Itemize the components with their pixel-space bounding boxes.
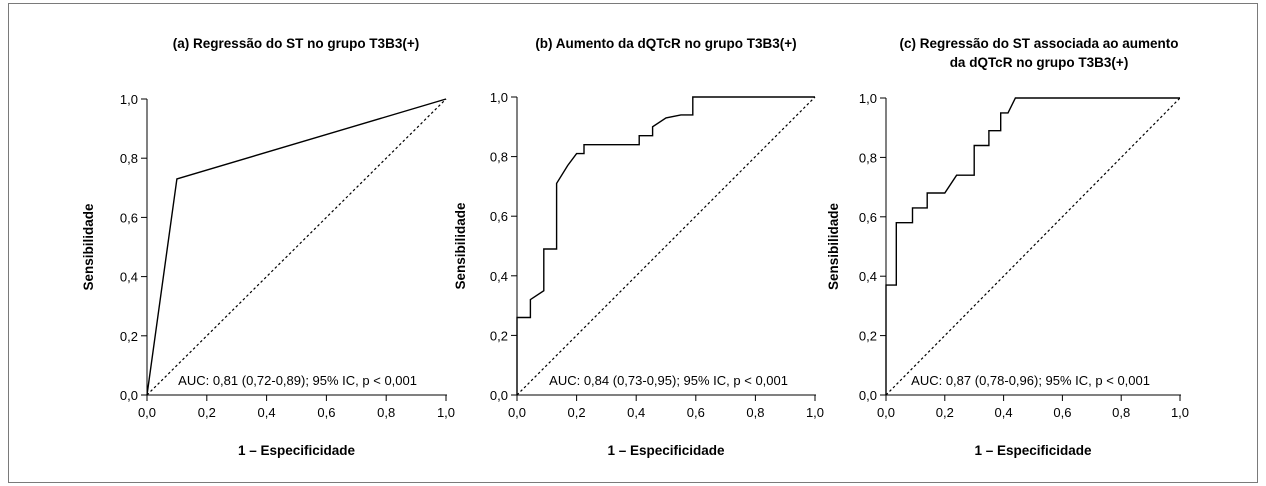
panel-c-y-tick-label: 0,8 <box>859 150 877 165</box>
panel-b-y-axis-label: Sensibilidade <box>453 202 468 290</box>
panel-c-x-axis-label: 1 – Especificidade <box>974 443 1092 458</box>
panel-c-x-tick-label: 0,6 <box>1053 405 1071 420</box>
panel-b-y-tick-label: 0,2 <box>490 328 508 343</box>
panel-b-x-tick-label: 0,0 <box>508 405 526 420</box>
panel-b-title: (b) Aumento da dQTcR no grupo T3B3(+) <box>535 36 796 51</box>
panel-c-y-tick-label: 0,6 <box>859 210 877 225</box>
panel-a-y-tick-label: 0,6 <box>120 210 138 225</box>
chart-b-panel: (b) Aumento da dQTcR no grupo T3B3(+) 0,0… <box>453 36 824 458</box>
panel-a-x-tick-label: 1,0 <box>437 405 455 420</box>
panel-b-reference-diagonal <box>516 96 816 396</box>
figure-frame <box>8 3 1258 483</box>
panel-c-reference-diagonal <box>885 97 1181 396</box>
panel-b-x-tick-label: 1,0 <box>806 405 824 420</box>
panel-a-y-tick-label: 1,0 <box>120 92 138 107</box>
panel-c-x-tick-label: 1,0 <box>1171 405 1189 420</box>
panel-a-y-tick-label: 0,8 <box>120 151 138 166</box>
panel-b-y-tick-label: 0,6 <box>490 209 508 224</box>
panel-a-y-tick-label: 0,4 <box>120 270 138 285</box>
panel-a-roc-curve <box>146 98 447 396</box>
panel-c-title: (c) Regressão do ST associada ao aumento <box>899 36 1178 51</box>
panel-b-roc-curve <box>516 96 815 395</box>
panel-c-x-tick-label: 0,4 <box>995 405 1013 420</box>
panel-b-y-tick-label: 0,8 <box>490 150 508 165</box>
panel-a-y-tick-label: 0,2 <box>120 329 138 344</box>
panel-b-x-tick-label: 0,2 <box>568 405 586 420</box>
panel-c-auc-annotation: AUC: 0,87 (0,78-0,96); 95% IC, p < 0,001 <box>911 373 1150 388</box>
chart-a-panel: (a) Regressão do ST no grupo T3B3(+)0,0 0… <box>81 36 455 458</box>
panel-c-x-tick-label: 0,8 <box>1112 405 1130 420</box>
panel-b-x-tick-label: 0,6 <box>687 405 705 420</box>
panel-a-x-axis-label: 1 – Especificidade <box>238 443 356 458</box>
panel-a-auc-annotation: AUC: 0,81 (0,72-0,89); 95% IC, p < 0,001 <box>178 373 417 388</box>
panel-a-x-tick-label: 0,0 <box>138 405 156 420</box>
panel-c-y-axis-label: Sensibilidade <box>826 202 841 290</box>
panel-a-x-tick-label: 0,8 <box>377 405 395 420</box>
panel-b-y-tick-label: 1,0 <box>490 90 508 105</box>
panel-c-y-tick-label: 0,4 <box>859 269 877 284</box>
panel-b-x-axis-label: 1 – Especificidade <box>607 443 725 458</box>
panel-a-reference-diagonal <box>146 98 447 396</box>
panel-a-title: (a) Regressão do ST no grupo T3B3(+) <box>173 36 419 51</box>
panel-b-auc-annotation: AUC: 0,84 (0,73-0,95); 95% IC, p < 0,001 <box>549 373 788 388</box>
panel-b-y-tick-label: 0,0 <box>490 388 508 403</box>
panel-a-x-tick-label: 0,6 <box>317 405 335 420</box>
panel-a-y-axis-label: Sensibilidade <box>81 203 96 291</box>
panel-a-y-tick-label: 0,0 <box>120 388 138 403</box>
panel-c-x-tick-label: 0,0 <box>877 405 895 420</box>
panel-a-x-tick-label: 0,2 <box>198 405 216 420</box>
panel-b-x-tick-label: 0,4 <box>627 405 645 420</box>
panel-b-x-tick-label: 0,8 <box>746 405 764 420</box>
chart-c-panel: (c) Regressão do ST associada ao aumento… <box>826 36 1189 458</box>
panel-c-y-tick-label: 1,0 <box>859 91 877 106</box>
panel-a-x-tick-label: 0,4 <box>258 405 276 420</box>
panel-b-y-tick-label: 0,4 <box>490 269 508 284</box>
panel-c-y-tick-label: 0,2 <box>859 329 877 344</box>
panel-c-x-tick-label: 0,2 <box>936 405 954 420</box>
panel-c-roc-curve <box>885 97 1180 395</box>
panel-c-y-tick-label: 0,0 <box>859 388 877 403</box>
panel-c-title: da dQTcR no grupo T3B3(+) <box>950 55 1129 70</box>
